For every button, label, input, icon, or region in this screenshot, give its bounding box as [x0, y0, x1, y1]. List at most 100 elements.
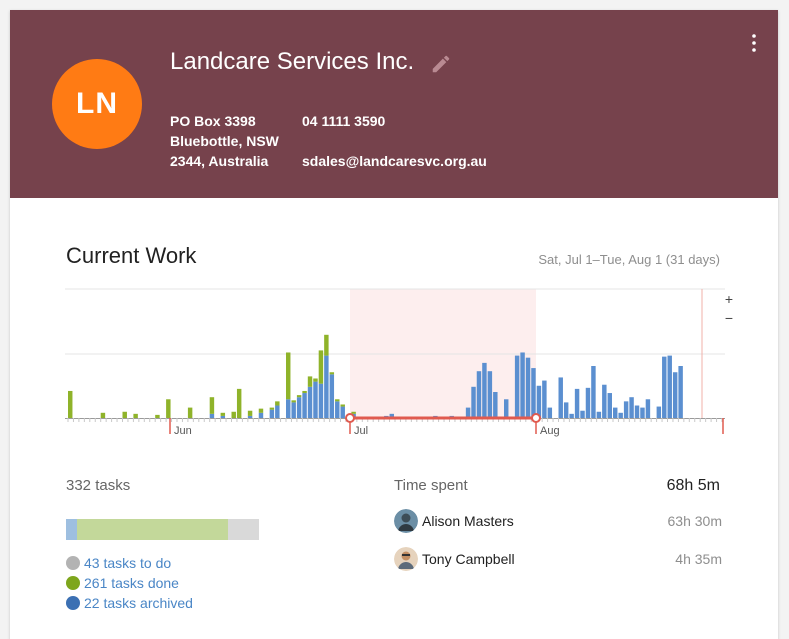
progress-segment-archived — [66, 519, 77, 540]
selection-handle[interactable] — [345, 413, 355, 423]
bar-archived — [558, 377, 563, 418]
bar-archived — [634, 405, 640, 418]
month-label: Jun — [174, 425, 192, 437]
more-vertical-icon[interactable] — [746, 32, 762, 54]
progress-segment-todo — [228, 519, 259, 540]
work-timeline-chart[interactable]: Jun Jul Aug — [65, 288, 725, 448]
legend-dot-icon — [66, 576, 80, 590]
client-card: LN Landcare Services Inc. PO Box 3398 Bl… — [10, 10, 778, 639]
bar-archived — [607, 393, 612, 418]
legend-dot-icon — [66, 556, 80, 570]
bar-archived — [335, 401, 340, 418]
section-title: Current Work — [66, 243, 197, 268]
bar-archived — [307, 386, 313, 418]
bar-archived — [471, 386, 476, 418]
legend-label[interactable]: 43 tasks to do — [84, 555, 172, 571]
bar-archived — [324, 355, 329, 418]
bar-archived — [514, 355, 520, 418]
bar-archived — [542, 380, 547, 418]
selection-handle[interactable] — [531, 413, 541, 423]
bar-archived — [329, 374, 335, 418]
legend-item[interactable]: 22 tasks archived — [66, 593, 193, 613]
person-time: 4h 35m — [675, 551, 722, 567]
bar-archived — [269, 409, 275, 418]
person-name: Tony Campbell — [422, 551, 515, 567]
zoom-in-button[interactable]: + — [724, 291, 734, 307]
person-row[interactable]: Tony Campbell 4h 35m — [394, 546, 722, 572]
bar-done — [302, 390, 307, 394]
bar-archived — [591, 366, 596, 418]
bar-archived — [672, 372, 678, 418]
time-spent-total: 68h 5m — [666, 477, 720, 494]
bar-done — [100, 412, 106, 418]
date-range: Sat, Jul 1–Tue, Aug 1 (31 days) — [538, 252, 720, 267]
bar-archived — [504, 399, 509, 418]
bar-done — [307, 376, 313, 387]
person-name: Alison Masters — [422, 513, 514, 529]
bar-archived — [487, 371, 493, 418]
bar-archived — [525, 357, 531, 418]
bar-done — [340, 404, 345, 407]
bar-done — [324, 334, 329, 356]
bar-archived — [318, 383, 324, 418]
bar-archived — [313, 381, 318, 418]
zoom-out-button[interactable]: − — [724, 310, 734, 326]
bar-archived — [220, 415, 226, 418]
bar-archived — [563, 402, 569, 418]
person-avatar — [394, 547, 418, 571]
bar-archived — [291, 402, 296, 418]
bar-archived — [476, 371, 482, 418]
legend-item[interactable]: 43 tasks to do — [66, 553, 193, 573]
bar-archived — [258, 412, 264, 418]
bar-done — [291, 400, 296, 403]
bar-archived — [389, 413, 394, 418]
bar-archived — [618, 412, 623, 418]
client-avatar: LN — [52, 59, 142, 149]
bar-done — [329, 372, 335, 375]
legend-dot-icon — [66, 596, 80, 610]
bar-archived — [296, 397, 302, 418]
bar-done — [122, 411, 127, 418]
bar-done — [318, 350, 324, 384]
email-address[interactable]: sdales@landcaresvc.org.au — [302, 153, 487, 169]
client-header: LN Landcare Services Inc. PO Box 3398 Bl… — [10, 10, 778, 198]
time-spent-label: Time spent — [394, 477, 468, 494]
bar-archived — [662, 356, 667, 418]
legend-label[interactable]: 261 tasks done — [84, 575, 179, 591]
legend-item[interactable]: 261 tasks done — [66, 573, 193, 593]
company-name: Landcare Services Inc. — [170, 48, 415, 75]
bar-archived — [667, 355, 672, 418]
bar-done — [209, 397, 215, 414]
tasks-count: 332 tasks — [66, 477, 131, 494]
bar-done — [296, 395, 302, 398]
bar-archived — [482, 362, 487, 418]
bar-archived — [613, 407, 618, 418]
bar-done — [187, 407, 193, 418]
person-time: 63h 30m — [667, 513, 722, 529]
tasks-legend: 43 tasks to do 261 tasks done 22 tasks arc… — [66, 553, 193, 613]
bar-archived — [678, 366, 683, 418]
bar-done — [258, 408, 264, 413]
bar-done — [231, 411, 236, 418]
address-line-3: 2344, Australia — [170, 153, 269, 169]
bar-archived — [580, 410, 585, 418]
bar-archived — [340, 406, 345, 418]
bar-archived — [286, 399, 291, 418]
bar-archived — [275, 405, 280, 418]
bar-done — [155, 414, 160, 418]
bar-archived — [602, 384, 607, 418]
bar-done — [351, 411, 356, 414]
phone-number[interactable]: 04 1111 3590 — [302, 113, 386, 129]
bar-archived — [547, 407, 553, 418]
bar-archived — [536, 385, 542, 418]
person-row[interactable]: Alison Masters 63h 30m — [394, 508, 722, 534]
bar-done — [166, 399, 171, 418]
month-label: Aug — [540, 425, 560, 437]
legend-label[interactable]: 22 tasks archived — [84, 595, 193, 611]
tasks-progress-bar — [66, 519, 259, 540]
address-line-2: Bluebottle, NSW — [170, 133, 279, 149]
pencil-icon[interactable] — [430, 53, 452, 75]
bar-done — [313, 378, 318, 382]
bar-archived — [302, 393, 307, 418]
bar-archived — [465, 407, 471, 418]
